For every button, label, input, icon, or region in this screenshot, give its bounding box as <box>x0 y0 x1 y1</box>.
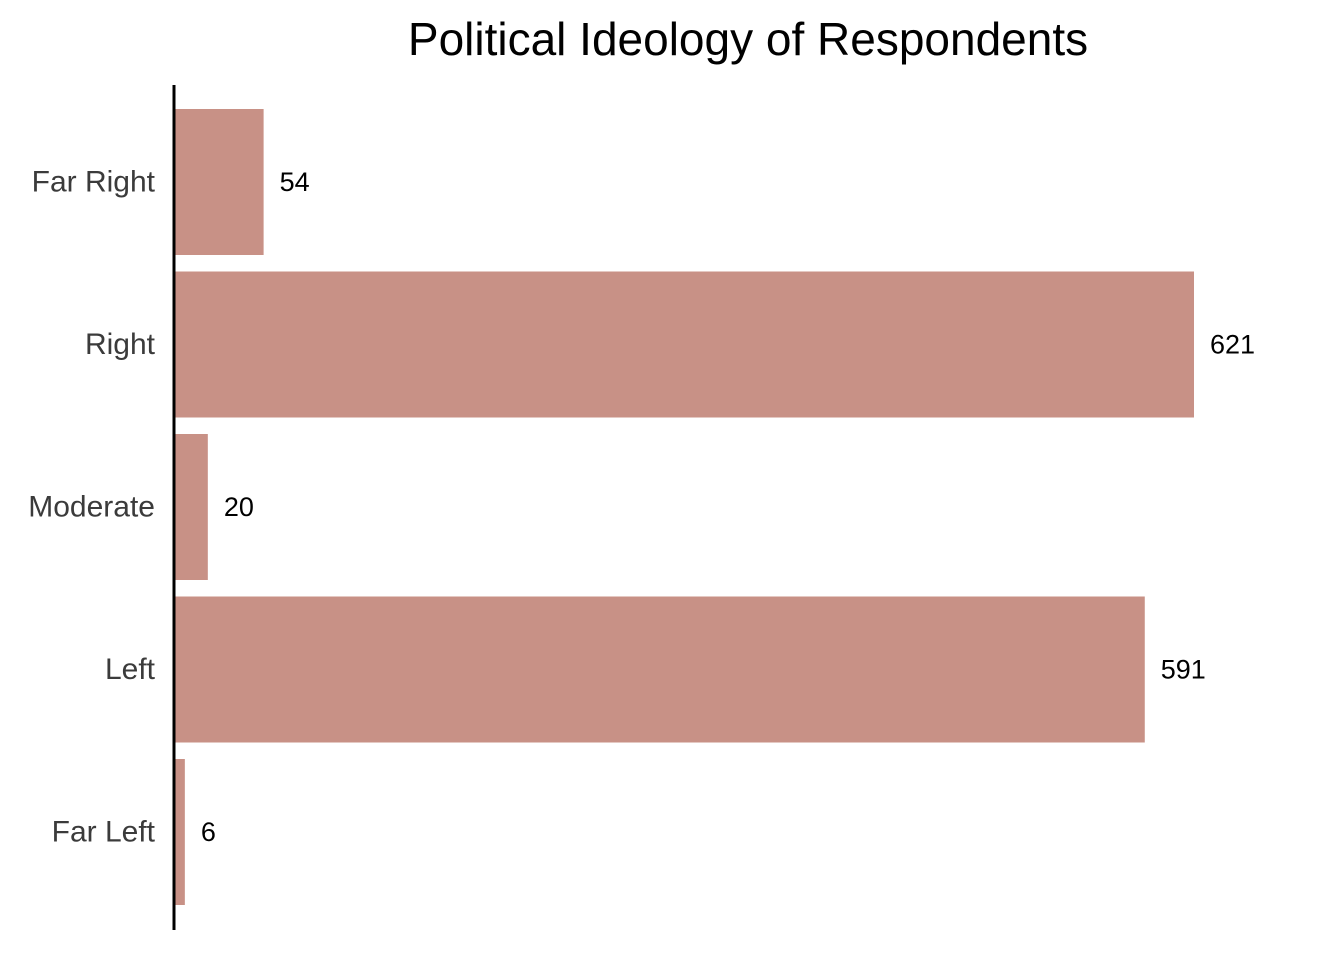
bar-right <box>175 271 1194 418</box>
y-tick-label-moderate: Moderate <box>28 491 155 524</box>
y-tick-label-right: Right <box>85 328 156 361</box>
data-label-far-right: 54 <box>280 167 310 197</box>
data-label-right: 621 <box>1210 330 1255 360</box>
y-tick-label-left: Left <box>105 653 156 686</box>
data-label-far-left: 6 <box>201 817 216 847</box>
bar-moderate <box>175 434 208 580</box>
labels-layer: Far Right 54 Right 621 Moderate 20 Left 591 Far … <box>28 166 1255 849</box>
bar-left <box>175 596 1145 743</box>
bar-far-right <box>175 109 264 255</box>
data-label-moderate: 20 <box>224 492 254 522</box>
bar-far-left <box>175 759 185 905</box>
y-tick-label-far-left: Far Left <box>52 816 156 849</box>
bars-layer <box>175 109 1194 905</box>
data-label-left: 591 <box>1161 655 1206 685</box>
chart-title: Political Ideology of Respondents <box>408 13 1088 65</box>
y-tick-label-far-right: Far Right <box>32 166 156 199</box>
